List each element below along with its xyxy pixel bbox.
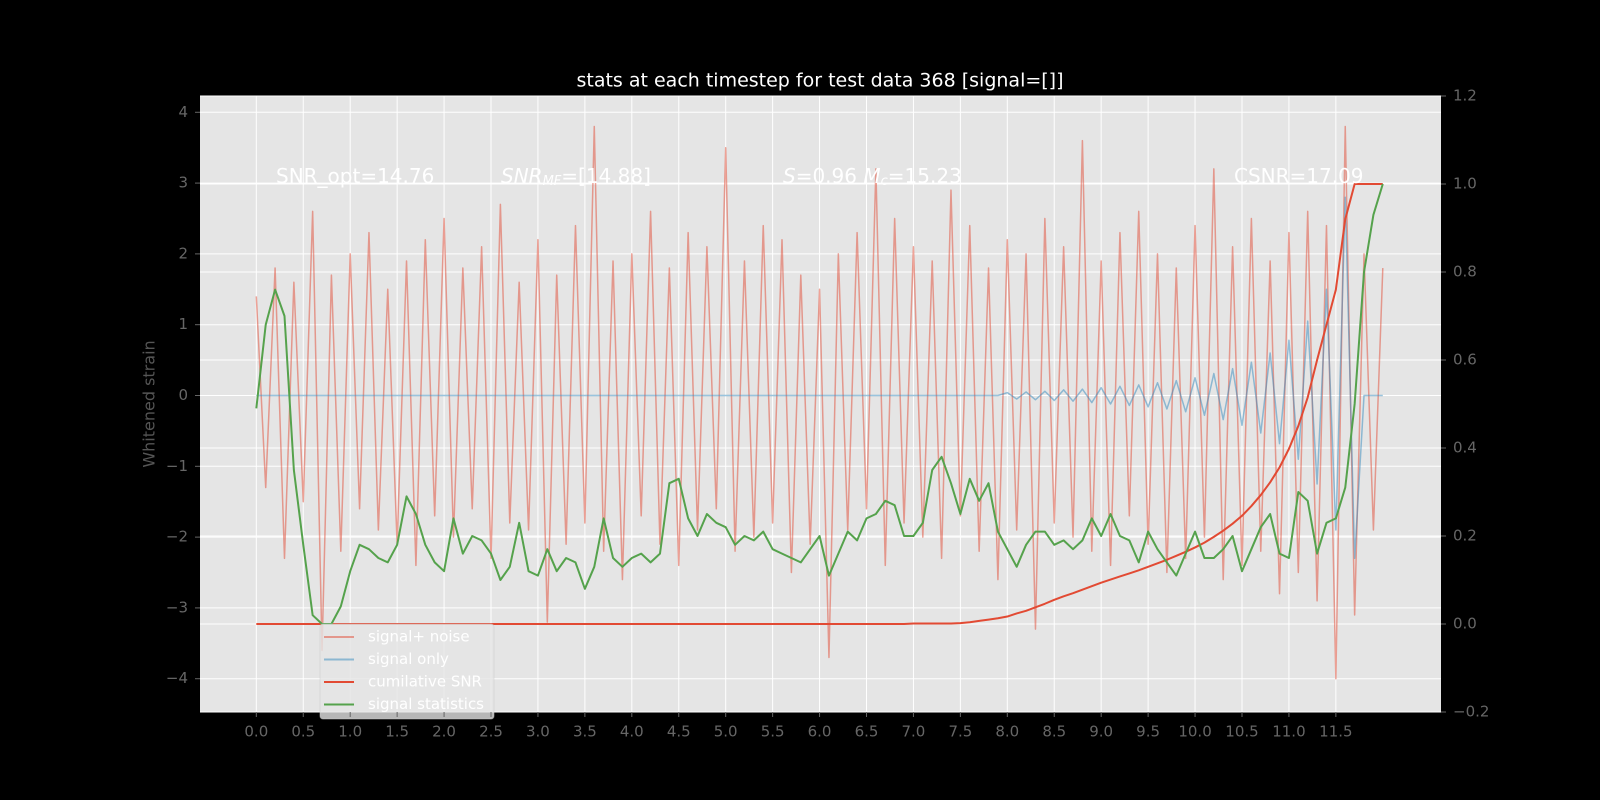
annotation-part: S: [783, 164, 796, 188]
legend-label: signal only: [368, 650, 449, 668]
plot-lines: [255, 125, 1384, 680]
annotation: SNRMF=[14.88]: [501, 164, 651, 189]
y2-tick-label: 0.2: [1453, 527, 1477, 545]
x-tick-label: 7.0: [902, 723, 926, 741]
legend-box: [319, 623, 495, 720]
y2-tick-label: 1.2: [1453, 87, 1477, 105]
y-tick-label: 4: [178, 103, 188, 121]
y2-tick-label: 0.4: [1453, 439, 1477, 457]
x-tick-label: 10.0: [1178, 723, 1211, 741]
x-tick-label: 11.5: [1319, 723, 1352, 741]
legend-label: cumilative SNR: [368, 673, 482, 691]
annotations: SNR_opt=14.76 SNRMF=[14.88] S=0.96 Mc=15.2…: [276, 164, 1364, 189]
x-tick-label: 6.0: [808, 723, 832, 741]
series-line: [256, 196, 1383, 560]
annotation-part: =0.96: [796, 164, 864, 188]
x-tick-label: 3.0: [526, 723, 550, 741]
x-tick-label: 4.5: [667, 723, 691, 741]
annotation: S=0.96 Mc=15.23: [783, 164, 962, 189]
annotation-part: SNR: [501, 164, 543, 188]
y-tick-label: −1: [166, 457, 188, 475]
x-tick-label: 3.5: [573, 723, 597, 741]
annotation-part: SNR_opt=14.76: [276, 164, 434, 188]
x-tick-label: 10.5: [1225, 723, 1258, 741]
y2-tick-label: 1.0: [1453, 175, 1477, 193]
x-tick-label: 1.0: [338, 723, 362, 741]
annotation-part: c: [881, 174, 888, 189]
annotation-part: M: [863, 164, 880, 188]
x-tick-label: 6.5: [855, 723, 879, 741]
x-tick-label: 4.0: [620, 723, 644, 741]
x-tick-label: 5.0: [714, 723, 738, 741]
annotation-part: MF: [543, 174, 562, 189]
x-tick-label: 7.5: [948, 723, 972, 741]
y-tick-label: −4: [166, 669, 188, 687]
series-line: [255, 125, 1384, 680]
legend-label: signal+ noise: [368, 628, 470, 646]
series-line: [255, 183, 1384, 625]
x-tick-label: 1.5: [385, 723, 409, 741]
x-tick-label: 11.0: [1272, 723, 1305, 741]
x-tick-label: 8.5: [1042, 723, 1066, 741]
x-tick-label: 2.0: [432, 723, 456, 741]
y-tick-label: 1: [178, 315, 188, 333]
y-tick-label: −2: [166, 528, 188, 546]
x-tick-label: 0.0: [244, 723, 268, 741]
chart-title: stats at each timestep for test data 368…: [576, 70, 1063, 92]
annotation-part: =[14.88]: [561, 164, 651, 188]
y2-tick-label: 0.6: [1453, 351, 1477, 369]
legend-label: signal statistics: [368, 695, 484, 713]
y-axis-label: Whitened strain: [140, 340, 159, 467]
x-tick-label: 2.5: [479, 723, 503, 741]
y2-tick-label: 0.0: [1453, 615, 1477, 633]
annotation: SNR_opt=14.76: [276, 164, 434, 188]
x-tick-label: 9.0: [1089, 723, 1113, 741]
y2-tick-label: −0.2: [1453, 703, 1489, 721]
plot-background: [200, 96, 1441, 712]
annotation-part: CSNR=17.09: [1234, 164, 1364, 188]
legend: signal+ noise signal only cumilative SNR si…: [319, 623, 495, 720]
x-tick-label: 0.5: [291, 723, 315, 741]
annotation: CSNR=17.09: [1234, 164, 1364, 188]
annotation-part: =15.23: [888, 164, 962, 188]
y-tick-label: 0: [178, 386, 188, 404]
y-tick-label: 2: [178, 244, 188, 262]
y-tick-label: 3: [178, 174, 188, 192]
x-tick-label: 8.0: [995, 723, 1019, 741]
y-tick-label: −3: [166, 598, 188, 616]
y2-tick-label: 0.8: [1453, 263, 1477, 281]
x-tick-label: 5.5: [761, 723, 785, 741]
x-tick-label: 9.5: [1136, 723, 1160, 741]
